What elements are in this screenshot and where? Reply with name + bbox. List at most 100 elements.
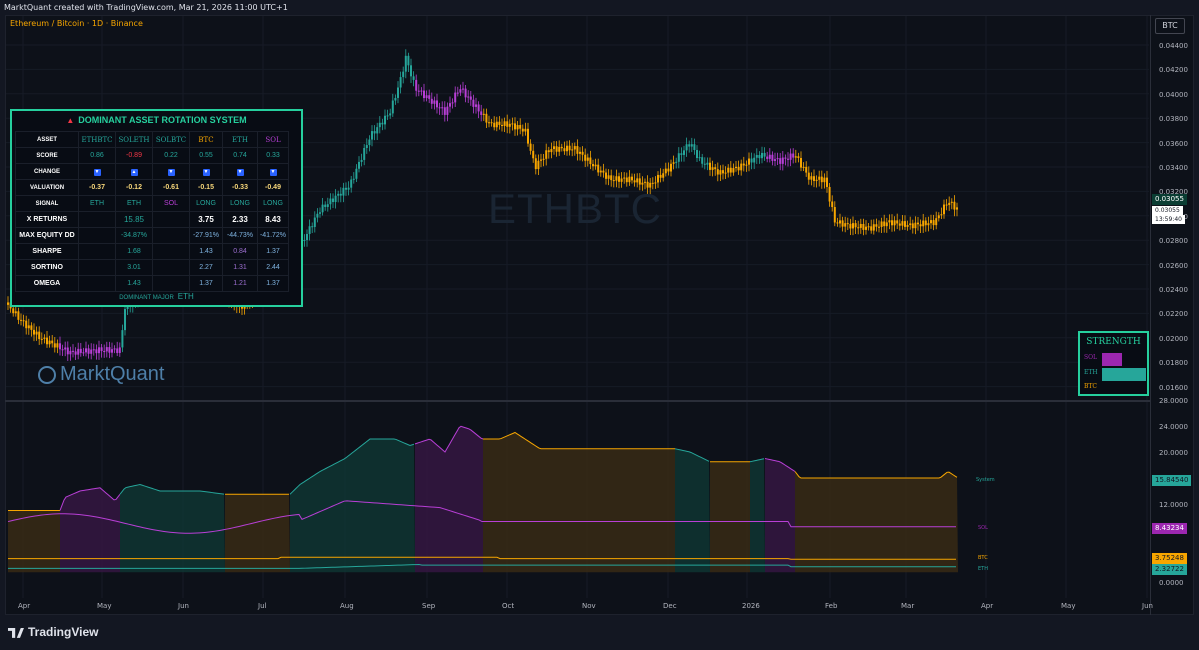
symbol-title[interactable]: Ethereum / Bitcoin · 1D · Binance [10,19,143,28]
row-label: MAX EQUITY DD [15,227,79,244]
credit-bar: MarktQuant created with TradingView.com,… [0,0,1199,15]
price-candle-body [389,113,392,116]
price-candle-body [701,157,704,164]
price-candle-body [823,177,826,183]
price-candle-body [79,348,82,353]
price-candle-body [469,96,472,100]
price-candle-body [415,79,418,91]
price-candle-body [828,186,831,202]
currency-button[interactable]: BTC [1155,18,1185,34]
time-axis-label: Jun [1142,602,1153,610]
price-candle-body [688,144,691,147]
price-candle-body [831,201,834,208]
price-candle-body [703,163,706,165]
price-candle-body [948,202,951,206]
price-candle-body [813,176,815,181]
price-candle-body [381,122,384,125]
price-candle-body [482,113,485,115]
price-candle-body [542,158,545,160]
table-row: SHARPE 1.68 1.43 0.84 1.37 [15,243,289,260]
table-cell: ▼ [152,163,190,180]
tradingview-mark-icon [8,627,24,638]
price-candle-body [774,159,776,161]
price-candle-body [438,107,441,109]
table-cell [78,259,116,276]
table-cell: ▼ [189,163,223,180]
table-cell: LONG [257,195,289,212]
btc-value-tag: 3.75248 [1152,553,1187,564]
price-candle-body [490,122,493,124]
price-candle-body [116,348,119,353]
tradingview-logo[interactable]: TradingView [8,625,98,639]
header-cell: SOLETH [115,131,153,148]
price-axis-label: 0.03400 [1159,164,1188,172]
pane-divider[interactable] [5,400,1150,402]
price-candle-body [365,145,368,148]
price-candle-body [651,182,654,184]
price-candle-body [433,100,436,104]
price-candle-body [880,221,883,227]
price-candle-body [950,201,953,203]
price-candle-body [945,204,948,206]
price-axis-label: 0.01600 [1159,383,1188,392]
price-candle-body [683,150,685,155]
price-candle-body [592,164,594,167]
table-cell [78,275,116,292]
price-candle-body [412,76,415,80]
price-candle-body [402,71,405,78]
table-cell: 1.21 [222,275,258,292]
price-candle-body [329,198,332,205]
rotation-table-panel: ▲ DOMINANT ASSET ROTATION SYSTEM ASSET ET… [10,109,303,307]
time-axis-label: Apr [981,602,994,610]
price-candle-body [672,162,675,164]
price-candle-body [815,179,818,181]
price-candle-body [430,98,433,104]
system-equity-line [794,471,958,479]
price-candle-body [326,204,329,207]
price-candle-body [620,178,623,182]
table-row: SIGNAL ETH ETH SOL LONG LONG LONG [15,195,289,212]
price-candle-body [100,347,103,351]
table-cell: 0.55 [189,147,223,164]
price-candle-body [22,320,25,322]
price-candle-body [924,220,927,226]
price-candle-body [420,90,423,92]
price-candle-body [555,146,558,152]
table-cell: -27.91% [189,227,223,244]
table-cell: 0.22 [152,147,190,164]
row-label: VALUATION [15,179,79,196]
price-candle-body [527,128,529,144]
price-candle-body [558,146,561,152]
price-candle-body [425,95,428,99]
table-cell: 3.01 [115,259,153,276]
strength-label-eth: ETH [1084,369,1098,376]
system-equity-region [290,439,415,573]
time-axis-label: Mar [901,602,915,610]
price-candle-body [612,180,615,182]
price-candle-body [532,150,535,159]
price-candle-body [805,166,808,173]
table-cell [152,211,190,228]
price-candle-body [584,154,587,161]
price-axis[interactable] [1150,15,1195,615]
time-axis-label: May [1061,602,1076,610]
price-candle-body [891,220,893,226]
price-candle-body [363,147,366,160]
system-equity-line [119,483,225,495]
price-candle-body [956,207,958,210]
row-label: CHANGE [15,163,79,180]
table-row: SORTINO 3.01 2.27 1.31 2.44 [15,259,289,276]
table-cell: -0.89 [115,147,153,164]
price-candle-body [911,223,914,229]
price-candle-body [436,100,438,108]
price-candle-body [397,87,399,98]
price-candle-body [98,347,100,354]
price-candle-body [508,123,511,127]
price-candle-body [423,90,425,99]
price-candle-body [607,175,610,179]
price-candle-body [95,349,98,354]
countdown-price-tag: 0.03055 [1152,206,1183,215]
price-candle-body [69,350,72,355]
price-candle-body [321,204,324,213]
